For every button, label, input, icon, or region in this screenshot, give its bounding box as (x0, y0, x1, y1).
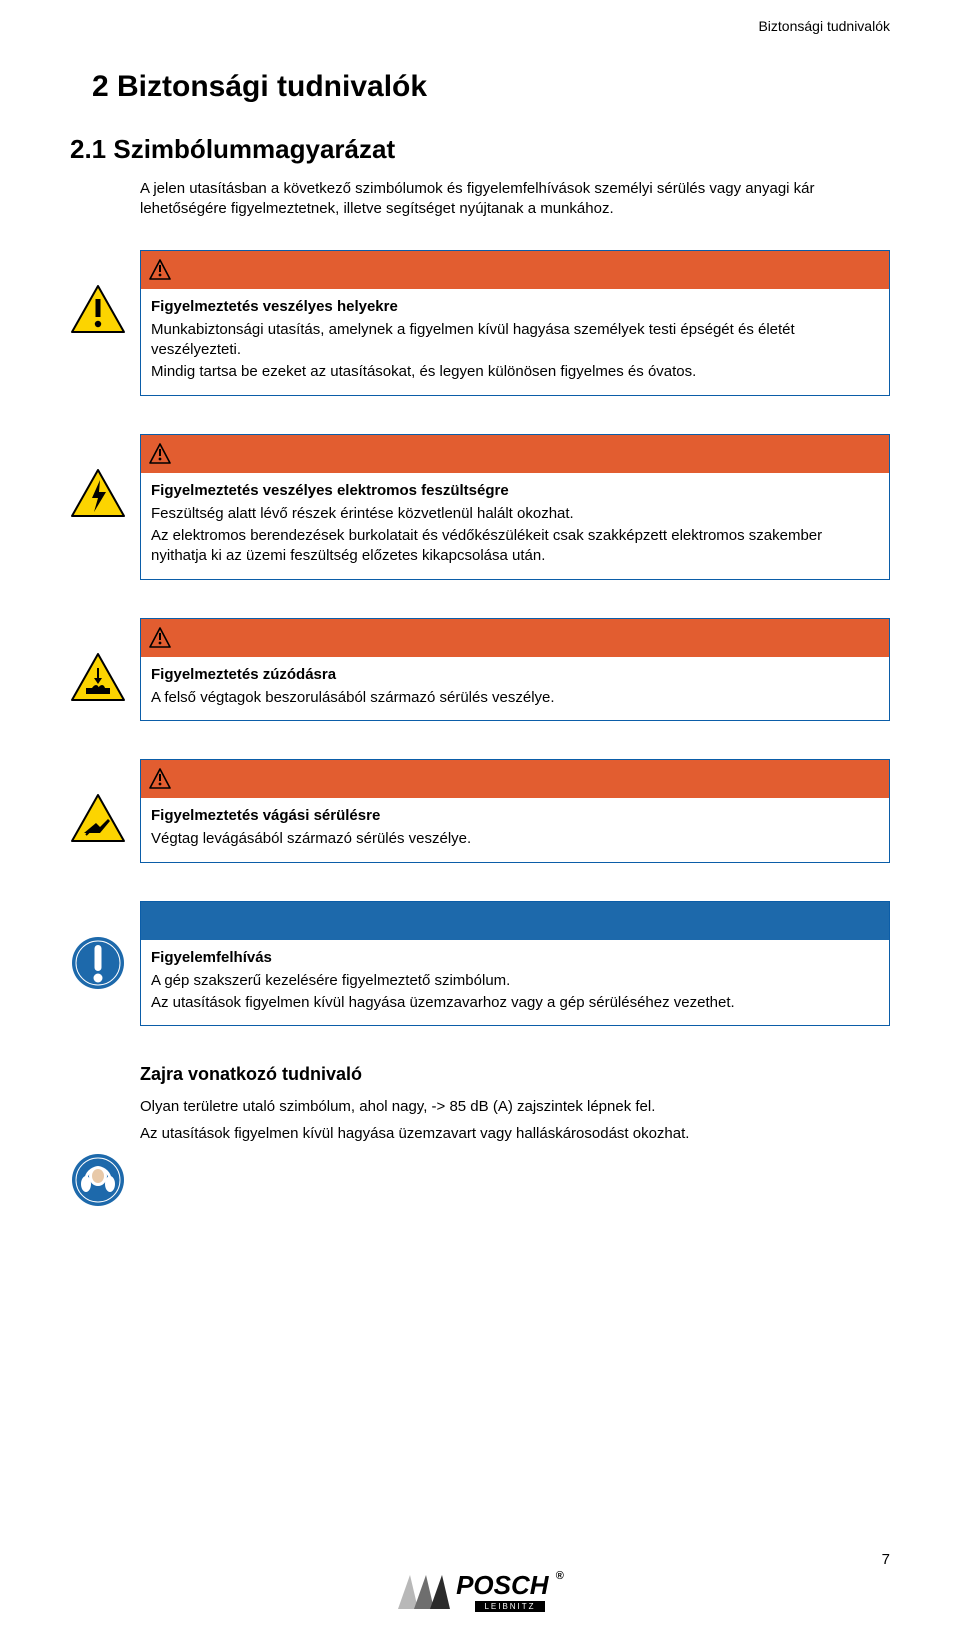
hearing-protection-icon (70, 1152, 890, 1208)
brand-subtitle: LEIBNITZ (475, 1601, 545, 1612)
warning-line: A felső végtagok beszorulásából származó… (151, 688, 879, 708)
warning-box: Figyelmeztetés veszélyes helyekre Munkab… (140, 250, 890, 396)
warning-block: Figyelmeztetés veszélyes helyekre Munkab… (70, 250, 890, 396)
warning-exclamation-icon (70, 250, 140, 334)
page-number: 7 (882, 1551, 890, 1568)
warning-title: Figyelmeztetés vágási sérülésre (151, 806, 879, 826)
running-header: Biztonsági tudnivalók (758, 18, 890, 34)
brand-name: POSCH (456, 1570, 548, 1600)
warning-title: Figyelmeztetés zúzódásra (151, 665, 879, 685)
notice-body: Figyelemfelhívás A gép szakszerű kezelés… (141, 940, 889, 1026)
warning-box: Figyelmeztetés vágási sérülésre Végtag l… (140, 759, 890, 863)
warning-header-bar (141, 760, 889, 798)
section-title: 2.1 Szimbólummagyarázat (70, 134, 890, 165)
warning-line: Feszültség alatt lévő részek érintése kö… (151, 504, 879, 524)
warning-body: Figyelmeztetés zúzódásra A felső végtago… (141, 657, 889, 721)
warning-header-bar (141, 251, 889, 289)
warning-body: Figyelmeztetés vágási sérülésre Végtag l… (141, 798, 889, 862)
warning-line: Mindig tartsa be ezeket az utasításokat,… (151, 362, 879, 382)
warning-header-bar (141, 435, 889, 473)
notice-box: Figyelemfelhívás A gép szakszerű kezelés… (140, 901, 890, 1027)
notice-header-bar (141, 902, 889, 940)
footer-logo: POSCH ® LEIBNITZ (0, 1570, 960, 1612)
notice-line: A gép szakszerű kezelésére figyelmeztető… (151, 971, 879, 991)
warning-block: Figyelmeztetés zúzódásra A felső végtago… (70, 618, 890, 722)
notice-title: Figyelemfelhívás (151, 948, 879, 968)
warning-body: Figyelmeztetés veszélyes helyekre Munkab… (141, 289, 889, 395)
chapter-title: 2 Biztonsági tudnivalók (92, 70, 890, 104)
warning-box: Figyelmeztetés veszélyes elektromos fesz… (140, 434, 890, 580)
noise-section: Zajra vonatkozó tudnivaló Olyan területr… (140, 1064, 890, 1144)
brand-mark-icon (396, 1571, 450, 1611)
warning-voltage-icon (70, 434, 140, 518)
warning-title: Figyelmeztetés veszélyes elektromos fesz… (151, 481, 879, 501)
mandatory-info-icon (70, 901, 140, 991)
noise-line: Olyan területre utaló szimbólum, ahol na… (140, 1097, 890, 1117)
warning-cut-icon (70, 759, 140, 843)
warning-block: Figyelmeztetés veszélyes elektromos fesz… (70, 434, 890, 580)
notice-block: Figyelemfelhívás A gép szakszerű kezelés… (70, 901, 890, 1027)
warning-title: Figyelmeztetés veszélyes helyekre (151, 297, 879, 317)
warning-crush-icon (70, 618, 140, 702)
section-intro: A jelen utasításban a következő szimbólu… (140, 179, 890, 220)
notice-line: Az utasítások figyelmen kívül hagyása üz… (151, 993, 879, 1013)
warning-line: Az elektromos berendezések burkolatait é… (151, 526, 879, 567)
warning-line: Munkabiztonsági utasítás, amelynek a fig… (151, 320, 879, 361)
warning-box: Figyelmeztetés zúzódásra A felső végtago… (140, 618, 890, 722)
noise-line: Az utasítások figyelmen kívül hagyása üz… (140, 1124, 890, 1144)
warning-line: Végtag levágásából származó sérülés vesz… (151, 829, 879, 849)
document-page: Biztonsági tudnivalók 2 Biztonsági tudni… (0, 0, 960, 1630)
warning-block: Figyelmeztetés vágási sérülésre Végtag l… (70, 759, 890, 863)
warning-body: Figyelmeztetés veszélyes elektromos fesz… (141, 473, 889, 579)
noise-title: Zajra vonatkozó tudnivaló (140, 1064, 890, 1085)
warning-header-bar (141, 619, 889, 657)
